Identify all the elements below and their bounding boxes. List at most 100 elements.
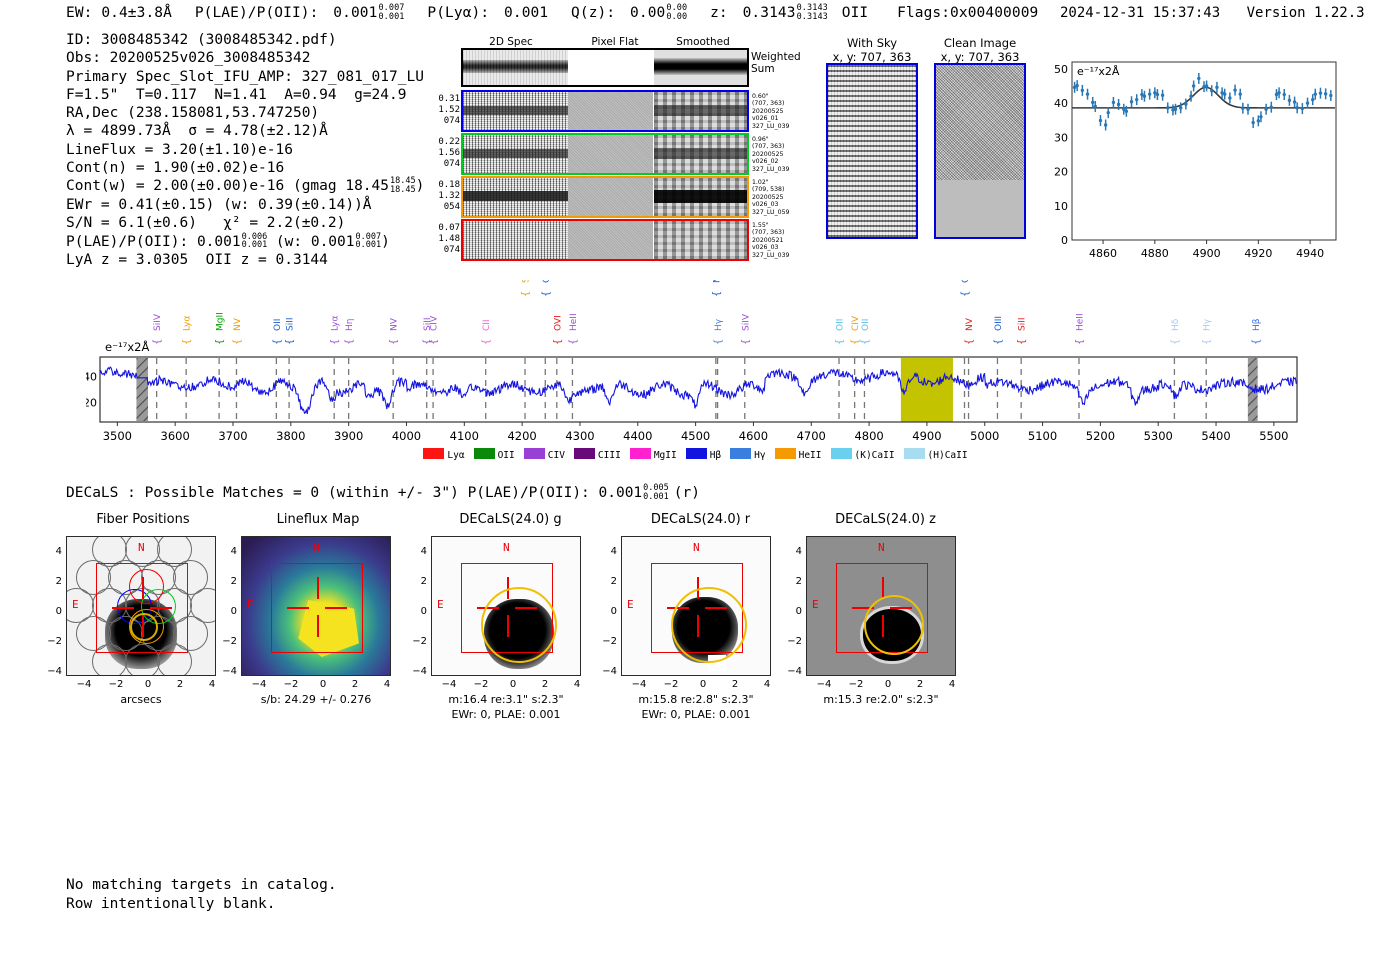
fiber-circle — [157, 643, 193, 675]
fiber-circle — [157, 537, 193, 567]
cutout-1-xtick: −2 — [283, 679, 299, 690]
info-gmag-bounds: 18.45 18.45 — [390, 176, 416, 195]
legend-label: CIV — [547, 450, 565, 461]
header-flags: Flags:0x00400009 — [897, 5, 1039, 22]
svg-text:40: 40 — [1054, 97, 1068, 110]
cutout-4-ytick: 4 — [795, 546, 802, 557]
cutout-sublabel-2: m:16.4 re:3.1" s:2.3" — [448, 693, 564, 706]
legend-item-KCaII: (K)CaII — [830, 448, 895, 461]
emission-line-legend: Lyα OII CIV CIII MgII Hβ Hγ HeII (K)CaII (H)CaII — [0, 448, 1400, 461]
info-id: ID: 3008485342 (3008485342.pdf) — [66, 32, 337, 48]
crosshair-tick-h — [852, 606, 874, 609]
crosshair-tick-h — [287, 606, 309, 609]
cutout-0-ytick: 4 — [55, 546, 62, 557]
cutout-2-xtick: 0 — [509, 679, 517, 690]
cutout-sublabel2-3: EWr: 0, PLAE: 0.001 — [641, 708, 751, 721]
cutout-0-xtick: 0 — [144, 679, 152, 690]
svg-text:50: 50 — [1054, 63, 1068, 76]
cutout-3-xtick: −2 — [663, 679, 679, 690]
header-z-kind: OII — [841, 5, 869, 22]
decals-plae-bounds: 0.005 0.001 — [643, 483, 669, 502]
cutout-0-ytick: 2 — [55, 576, 62, 587]
cutout-0-ytick: −2 — [47, 636, 62, 647]
cutout-1-xtick: 2 — [351, 679, 359, 690]
info-cont-w-end: ) — [415, 178, 425, 195]
svg-text:{: { — [429, 339, 440, 345]
bottom-note: No matching targets in catalog. Row inte… — [66, 876, 337, 913]
header-z-bounds: 0.3143 0.3143 — [796, 3, 828, 22]
svg-text:3600: 3600 — [161, 429, 190, 443]
crosshair-tick-h — [112, 606, 134, 609]
legend-item-Ly: Lyα — [423, 448, 465, 461]
info-sn-chi2: S/N = 6.1(±0.6) χ² = 2.2(±0.2) — [66, 215, 346, 232]
svg-text:4800: 4800 — [854, 429, 883, 443]
legend-item-HeII: HeII — [774, 448, 822, 461]
info-plae-mid: (w: 0.001 — [267, 233, 355, 250]
svg-text:4900: 4900 — [1193, 247, 1221, 260]
emission-line-label-SiIV: SiIV — [153, 313, 163, 331]
emission-line-label-SiII: SiII — [423, 317, 433, 331]
svg-text:{: { — [835, 339, 846, 345]
svg-text:{: { — [1202, 339, 1213, 345]
fiber-panel-3[interactable] — [461, 176, 749, 218]
fiber-panel-2[interactable] — [461, 133, 749, 175]
fiber-meta-1: 0.60" (707, 363) 20200525 v026_01 327_LU… — [752, 93, 790, 130]
decals-header: DECaLS : Possible Matches = 0 (within +/… — [66, 484, 700, 501]
cutout-2-xtick: −4 — [441, 679, 457, 690]
cutout-title-2: DECaLS(24.0) g — [459, 512, 562, 527]
fiber-panel-1[interactable] — [461, 90, 749, 132]
info-seeing: F=1.5" T=0.117 N=1.41 A=0.94 g=24.9 — [66, 86, 407, 103]
info-obs: Obs: 20200525v026_3008485342 — [66, 50, 311, 67]
emission-line-label-OII: OII — [861, 319, 871, 331]
header-summary-line: EW: 0.4±3.8Å P(LAE)/P(OII): 0.001 0.007 0.… — [66, 4, 1038, 21]
cutout-4-ytick: 0 — [795, 606, 802, 617]
svg-text:5300: 5300 — [1144, 429, 1173, 443]
svg-text:5000: 5000 — [970, 429, 999, 443]
svg-text:4400: 4400 — [623, 429, 652, 443]
cutout-1-xtick: 4 — [383, 679, 391, 690]
cutout-sublabel-0: arcsecs — [120, 693, 162, 706]
fiber-4-pixelflat-image — [568, 221, 653, 259]
svg-text:4200: 4200 — [507, 429, 536, 443]
info-primary-amp: Primary Spec_Slot_IFU_AMP: 327_081_017_L… — [66, 68, 424, 85]
fiber-panel-4[interactable] — [461, 219, 749, 261]
weighted-sum-2dspec-image — [463, 50, 568, 85]
svg-text:{: { — [993, 339, 1004, 345]
compass-north: N — [138, 541, 145, 554]
svg-text:4700: 4700 — [797, 429, 826, 443]
emission-line-label-CIV: CIV — [430, 315, 440, 331]
cutout-title-4: DECaLS(24.0) z — [835, 512, 936, 527]
legend-swatch — [523, 448, 545, 459]
fiber-meta-3: 1.02" (709, 538) 20200525 v026_03 327_LU… — [752, 179, 790, 216]
fiber-meta-4: 1.55" (707, 363) 20200521 v026_03 327_LU… — [752, 222, 790, 259]
fiber-stats-1: 0.31 1.52 074 — [438, 94, 460, 126]
svg-text:{: { — [850, 339, 861, 345]
detection-info-block: ID: 3008485342 (3008485342.pdf) Obs: 202… — [66, 31, 424, 269]
svg-text:3800: 3800 — [276, 429, 305, 443]
cutout-1-ytick: 4 — [230, 546, 237, 557]
cutout-4-xtick: −4 — [816, 679, 832, 690]
timestamp-text: 2024-12-31 15:37:43 — [1060, 5, 1221, 21]
cutout-sublabel2-2: EWr: 0, PLAE: 0.001 — [451, 708, 561, 721]
full-spectrum-plot: 20 40 e⁻¹⁷x2Å 3500 3600 3700 3800 3900 4000 4100 4… — [83, 263, 1301, 450]
svg-text:{: { — [344, 339, 355, 345]
header-qz-bounds: 0.00 0.00 — [666, 3, 688, 22]
cutout-3-ytick: −4 — [602, 666, 617, 677]
emission-line-label-MgII: MgII — [216, 312, 226, 331]
legend-label: (K)CaII — [854, 450, 895, 461]
cutout-1-xtick: 0 — [319, 679, 327, 690]
emission-line-label-H: Hβ — [1252, 318, 1262, 331]
col-title-2dspec: 2D Spec — [489, 36, 533, 48]
withsky-title: With Sky — [846, 36, 898, 50]
fiber-2-smoothed-image — [654, 135, 747, 173]
emission-line-label-H: Hδ — [1171, 318, 1181, 331]
selected-fiber-circle-4[interactable] — [129, 608, 165, 644]
legend-label: Hβ — [709, 450, 722, 461]
emission-line-label-CII: CII — [482, 319, 492, 331]
cutout-sublabel-4: m:15.3 re:2.0" s:2.3" — [823, 693, 939, 706]
